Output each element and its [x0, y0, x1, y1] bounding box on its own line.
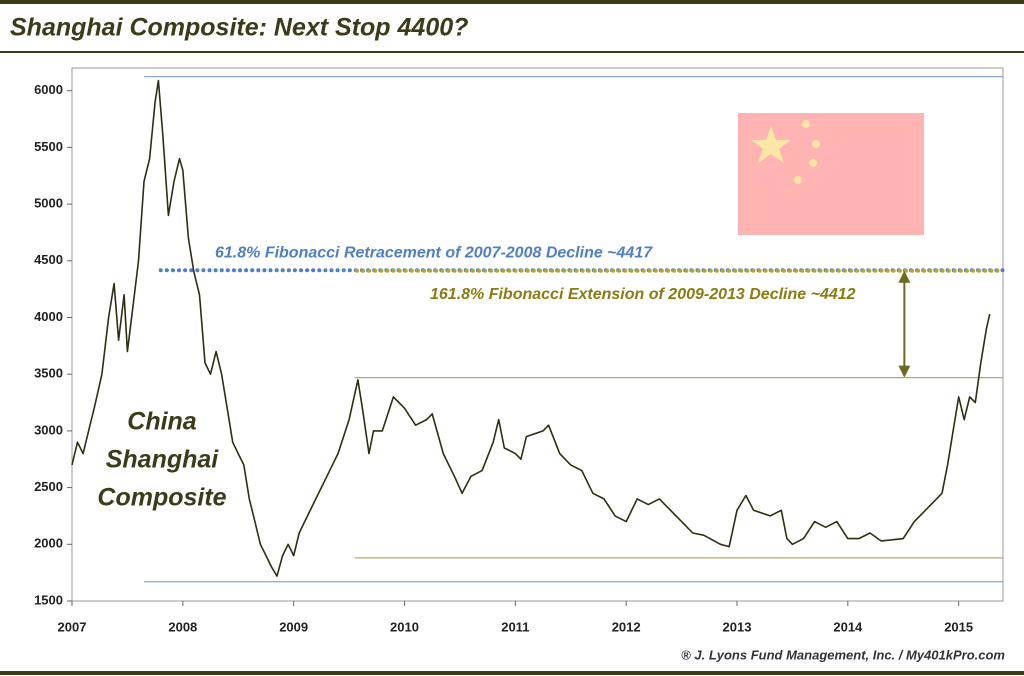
top-rule [0, 0, 1024, 4]
x-tick-label: 2010 [390, 619, 419, 634]
title-rule [0, 51, 1024, 53]
flag-star [809, 159, 817, 167]
arrow-head [898, 270, 911, 283]
y-tick-label: 5000 [34, 196, 63, 211]
x-tick-label: 2015 [944, 619, 973, 634]
x-tick-label: 2009 [279, 619, 308, 634]
x-tick-label: 2014 [833, 619, 863, 634]
reference-label: 161.8% Fibonacci Extension of 2009-2013 … [430, 286, 856, 303]
flag-star [751, 126, 791, 163]
chart-title: Shanghai Composite: Next Stop 4400? [10, 14, 468, 42]
flag [738, 113, 924, 235]
y-tick-label: 6000 [34, 82, 63, 97]
y-tick-label: 2000 [34, 536, 63, 551]
bottom-rule [0, 671, 1024, 675]
y-tick-label: 5500 [34, 139, 63, 154]
reference-label: 61.8% Fibonacci Retracement of 2007-2008… [215, 244, 653, 261]
x-tick-label: 2012 [612, 619, 641, 634]
x-tick-label: 2007 [58, 619, 87, 634]
x-tick-label: 2013 [723, 619, 752, 634]
y-tick-label: 3500 [34, 366, 63, 381]
x-tick-label: 2008 [168, 619, 197, 634]
plot-frame [71, 67, 1004, 602]
arrow-head [898, 365, 911, 378]
series-label: Composite [97, 484, 226, 512]
y-tick-label: 4000 [34, 309, 63, 324]
x-tick-label: 2011 [501, 619, 529, 634]
flag-star [812, 140, 820, 148]
series-label: Shanghai [106, 446, 220, 474]
y-tick-label: 3000 [34, 422, 63, 437]
y-tick-label: 2500 [34, 479, 63, 494]
series-label: China [127, 408, 197, 436]
y-tick-label: 1500 [34, 592, 63, 607]
y-tick-label: 4500 [34, 252, 63, 267]
price-line [71, 79, 991, 577]
flag-field [738, 113, 924, 235]
flag-star [794, 176, 802, 184]
flag-star [802, 120, 810, 128]
credit: ® J. Lyons Fund Management, Inc. / My401… [681, 647, 1005, 662]
